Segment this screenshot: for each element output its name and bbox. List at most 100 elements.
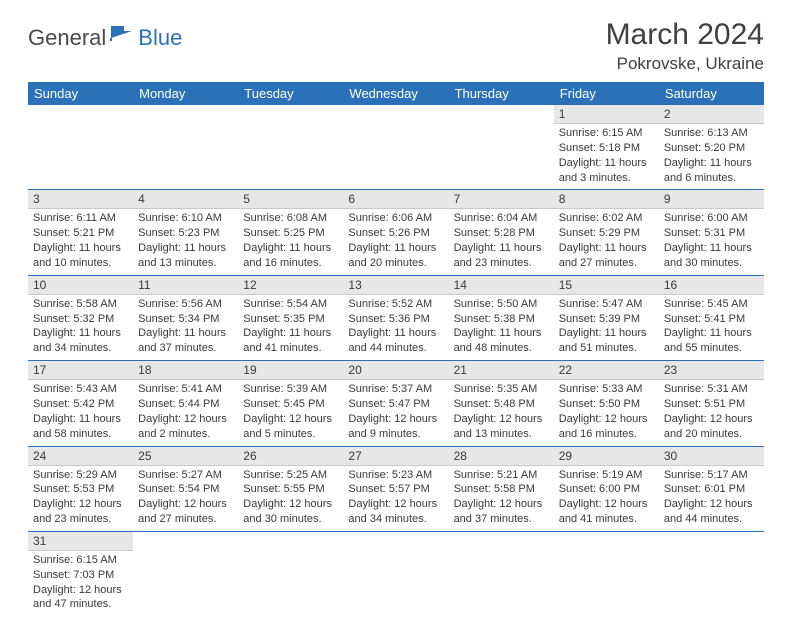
sunset-text: Sunset: 5:28 PM — [454, 226, 549, 241]
sunset-text: Sunset: 5:35 PM — [243, 312, 338, 327]
day-details: Sunrise: 5:58 AMSunset: 5:32 PMDaylight:… — [28, 295, 133, 360]
day-details: Sunrise: 5:52 AMSunset: 5:36 PMDaylight:… — [343, 295, 448, 360]
sunset-text: Sunset: 5:42 PM — [33, 397, 128, 412]
sunrise-text: Sunrise: 6:10 AM — [138, 211, 233, 226]
daylight-text-1: Daylight: 11 hours — [559, 326, 654, 341]
logo-text-general: General — [28, 25, 106, 51]
daylight-text-2: and 16 minutes. — [559, 427, 654, 442]
day-details: Sunrise: 5:56 AMSunset: 5:34 PMDaylight:… — [133, 295, 238, 360]
sunrise-text: Sunrise: 5:31 AM — [664, 382, 759, 397]
day-number: 16 — [659, 276, 764, 295]
day-details: Sunrise: 5:39 AMSunset: 5:45 PMDaylight:… — [238, 380, 343, 445]
day-details: Sunrise: 5:31 AMSunset: 5:51 PMDaylight:… — [659, 380, 764, 445]
daylight-text-2: and 47 minutes. — [33, 597, 128, 612]
sunrise-text: Sunrise: 5:25 AM — [243, 468, 338, 483]
calendar-day-cell: 7Sunrise: 6:04 AMSunset: 5:28 PMDaylight… — [449, 190, 554, 275]
day-details: Sunrise: 5:37 AMSunset: 5:47 PMDaylight:… — [343, 380, 448, 445]
calendar-day-cell: 14Sunrise: 5:50 AMSunset: 5:38 PMDayligh… — [449, 275, 554, 360]
sunset-text: Sunset: 5:51 PM — [664, 397, 759, 412]
daylight-text-1: Daylight: 12 hours — [454, 497, 549, 512]
day-details: Sunrise: 5:33 AMSunset: 5:50 PMDaylight:… — [554, 380, 659, 445]
calendar-day-cell: .. — [343, 531, 448, 616]
day-details: Sunrise: 6:00 AMSunset: 5:31 PMDaylight:… — [659, 209, 764, 274]
day-number: 24 — [28, 447, 133, 466]
location-label: Pokrovske, Ukraine — [606, 54, 764, 74]
calendar-day-cell: .. — [343, 105, 448, 190]
sunrise-text: Sunrise: 5:21 AM — [454, 468, 549, 483]
daylight-text-2: and 51 minutes. — [559, 341, 654, 356]
sunrise-text: Sunrise: 5:43 AM — [33, 382, 128, 397]
day-details: Sunrise: 5:50 AMSunset: 5:38 PMDaylight:… — [449, 295, 554, 360]
daylight-text-1: Daylight: 12 hours — [243, 412, 338, 427]
day-number: 13 — [343, 276, 448, 295]
daylight-text-1: Daylight: 11 hours — [559, 241, 654, 256]
sunset-text: Sunset: 5:39 PM — [559, 312, 654, 327]
day-number: 14 — [449, 276, 554, 295]
daylight-text-2: and 23 minutes. — [454, 256, 549, 271]
day-details: Sunrise: 5:47 AMSunset: 5:39 PMDaylight:… — [554, 295, 659, 360]
daylight-text-1: Daylight: 12 hours — [348, 497, 443, 512]
daylight-text-1: Daylight: 11 hours — [348, 326, 443, 341]
sunrise-text: Sunrise: 5:47 AM — [559, 297, 654, 312]
calendar-day-cell: 16Sunrise: 5:45 AMSunset: 5:41 PMDayligh… — [659, 275, 764, 360]
day-number: 11 — [133, 276, 238, 295]
day-number: 19 — [238, 361, 343, 380]
sunrise-text: Sunrise: 5:56 AM — [138, 297, 233, 312]
daylight-text-2: and 41 minutes. — [243, 341, 338, 356]
calendar-week-row: 17Sunrise: 5:43 AMSunset: 5:42 PMDayligh… — [28, 361, 764, 446]
day-number: 26 — [238, 447, 343, 466]
calendar-table: SundayMondayTuesdayWednesdayThursdayFrid… — [28, 82, 764, 616]
daylight-text-1: Daylight: 12 hours — [348, 412, 443, 427]
sunrise-text: Sunrise: 5:17 AM — [664, 468, 759, 483]
daylight-text-1: Daylight: 11 hours — [243, 241, 338, 256]
day-details: Sunrise: 5:19 AMSunset: 6:00 PMDaylight:… — [554, 466, 659, 531]
sunset-text: Sunset: 5:26 PM — [348, 226, 443, 241]
sunset-text: Sunset: 5:58 PM — [454, 482, 549, 497]
calendar-body: ..........1Sunrise: 6:15 AMSunset: 5:18 … — [28, 105, 764, 616]
calendar-day-cell: 5Sunrise: 6:08 AMSunset: 5:25 PMDaylight… — [238, 190, 343, 275]
day-number: 23 — [659, 361, 764, 380]
day-details: Sunrise: 5:23 AMSunset: 5:57 PMDaylight:… — [343, 466, 448, 531]
daylight-text-1: Daylight: 12 hours — [138, 497, 233, 512]
day-details: Sunrise: 6:15 AMSunset: 5:18 PMDaylight:… — [554, 124, 659, 189]
sunrise-text: Sunrise: 5:58 AM — [33, 297, 128, 312]
day-details: Sunrise: 5:17 AMSunset: 6:01 PMDaylight:… — [659, 466, 764, 531]
day-number: 30 — [659, 447, 764, 466]
day-number: 1 — [554, 105, 659, 124]
daylight-text-2: and 30 minutes. — [664, 256, 759, 271]
calendar-day-cell: 27Sunrise: 5:23 AMSunset: 5:57 PMDayligh… — [343, 446, 448, 531]
daylight-text-1: Daylight: 11 hours — [664, 241, 759, 256]
day-number: 31 — [28, 532, 133, 551]
sunrise-text: Sunrise: 6:11 AM — [33, 211, 128, 226]
sunrise-text: Sunrise: 5:19 AM — [559, 468, 654, 483]
sunrise-text: Sunrise: 5:35 AM — [454, 382, 549, 397]
calendar-day-cell: 18Sunrise: 5:41 AMSunset: 5:44 PMDayligh… — [133, 361, 238, 446]
sunset-text: Sunset: 6:00 PM — [559, 482, 654, 497]
sunrise-text: Sunrise: 5:45 AM — [664, 297, 759, 312]
sunset-text: Sunset: 7:03 PM — [33, 568, 128, 583]
sunrise-text: Sunrise: 5:39 AM — [243, 382, 338, 397]
calendar-day-cell: 31Sunrise: 6:15 AMSunset: 7:03 PMDayligh… — [28, 531, 133, 616]
daylight-text-2: and 34 minutes. — [33, 341, 128, 356]
sunrise-text: Sunrise: 5:23 AM — [348, 468, 443, 483]
calendar-day-cell: 29Sunrise: 5:19 AMSunset: 6:00 PMDayligh… — [554, 446, 659, 531]
day-details: Sunrise: 5:29 AMSunset: 5:53 PMDaylight:… — [28, 466, 133, 531]
sunset-text: Sunset: 5:55 PM — [243, 482, 338, 497]
title-block: March 2024 Pokrovske, Ukraine — [606, 18, 764, 74]
calendar-day-cell: 15Sunrise: 5:47 AMSunset: 5:39 PMDayligh… — [554, 275, 659, 360]
day-details: Sunrise: 6:10 AMSunset: 5:23 PMDaylight:… — [133, 209, 238, 274]
calendar-day-cell: .. — [554, 531, 659, 616]
weekday-header: Tuesday — [238, 82, 343, 105]
daylight-text-1: Daylight: 12 hours — [664, 497, 759, 512]
calendar-day-cell: 30Sunrise: 5:17 AMSunset: 6:01 PMDayligh… — [659, 446, 764, 531]
sunset-text: Sunset: 5:45 PM — [243, 397, 338, 412]
daylight-text-2: and 3 minutes. — [559, 171, 654, 186]
sunset-text: Sunset: 5:29 PM — [559, 226, 654, 241]
day-details: Sunrise: 5:27 AMSunset: 5:54 PMDaylight:… — [133, 466, 238, 531]
sunrise-text: Sunrise: 5:27 AM — [138, 468, 233, 483]
daylight-text-1: Daylight: 12 hours — [33, 583, 128, 598]
day-details: Sunrise: 6:13 AMSunset: 5:20 PMDaylight:… — [659, 124, 764, 189]
logo-flag-icon — [110, 24, 136, 47]
calendar-day-cell: 24Sunrise: 5:29 AMSunset: 5:53 PMDayligh… — [28, 446, 133, 531]
calendar-day-cell: .. — [449, 531, 554, 616]
